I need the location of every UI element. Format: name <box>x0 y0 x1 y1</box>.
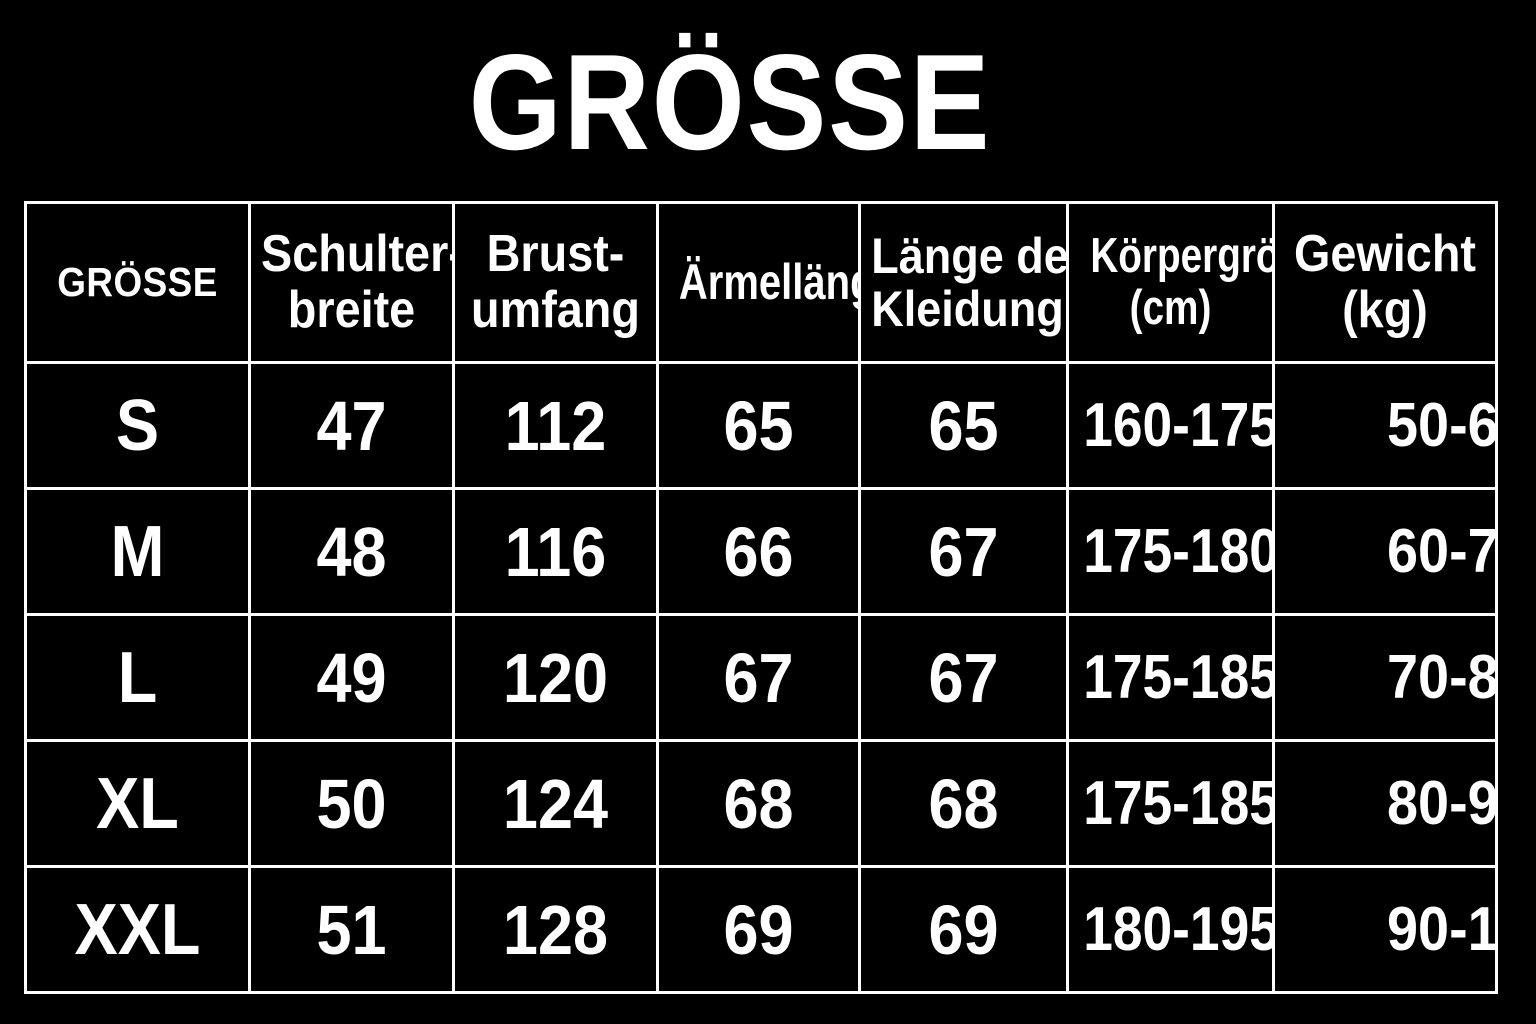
header-line: (kg) <box>1342 280 1428 339</box>
cell-body-height: 175-180 <box>1066 487 1275 616</box>
cell-value: 112 <box>504 386 607 465</box>
cell-weight: 70-80kg <box>1272 613 1498 742</box>
cell-sleeve: 69 <box>656 865 861 994</box>
table-row: L 49 120 67 67 175-185 70-80kg <box>24 613 1498 742</box>
header-cell-size: GRÖSSE <box>24 201 251 364</box>
cell-chest: 124 <box>452 739 659 868</box>
cell-sleeve: 67 <box>656 613 861 742</box>
header-cell-body-height: Körpergröße (cm) <box>1066 201 1275 364</box>
header-line: umfang <box>470 280 640 339</box>
cell-value: 47 <box>316 386 387 465</box>
header-cell-length: Länge der Kleidung <box>858 201 1069 364</box>
cell-size: L <box>24 613 251 742</box>
header-line: breite <box>287 280 416 339</box>
cell-value: S <box>115 385 160 466</box>
header-cell-chest: Brust- umfang <box>452 201 659 364</box>
header-line: Brust- <box>486 225 625 284</box>
cell-value: M <box>110 511 165 592</box>
header-line: Ärmellänge <box>678 254 857 310</box>
cell-value: 69 <box>928 890 999 969</box>
cell-weight: 90-100kg <box>1272 865 1498 994</box>
header-cell-sleeve: Ärmellänge <box>656 201 861 364</box>
cell-chest: 128 <box>452 865 659 994</box>
cell-value: XXL <box>74 889 201 970</box>
cell-value: 65 <box>723 386 794 465</box>
cell-value: 48 <box>316 512 387 591</box>
page-title: GRÖSSE <box>468 26 992 178</box>
cell-value: 124 <box>502 764 609 843</box>
cell-chest: 116 <box>452 487 659 616</box>
cell-value: 175-180 <box>1083 516 1274 586</box>
cell-shoulder: 47 <box>248 361 455 490</box>
cell-value: 68 <box>928 764 999 843</box>
cell-weight: 80-90kg <box>1272 739 1498 868</box>
cell-size: XL <box>24 739 251 868</box>
cell-shoulder: 49 <box>248 613 455 742</box>
size-chart-table: GRÖSSE Schulter- breite Brust- umfang <box>24 201 1498 994</box>
cell-value: 175-185 <box>1083 642 1274 712</box>
cell-value: 67 <box>928 638 999 717</box>
cell-length: 67 <box>858 613 1069 742</box>
cell-body-height: 160-175 <box>1066 361 1275 490</box>
cell-value: 69 <box>723 890 794 969</box>
cell-value: 50 <box>316 764 387 843</box>
cell-chest: 120 <box>452 613 659 742</box>
cell-sleeve: 68 <box>656 739 861 868</box>
table-row: S 47 112 65 65 160-175 50-60kg <box>24 361 1498 490</box>
cell-length: 68 <box>858 739 1069 868</box>
cell-weight: 50-60kg <box>1272 361 1498 490</box>
cell-value: 65 <box>928 386 999 465</box>
cell-value: 128 <box>502 890 609 969</box>
cell-value: 175-185 <box>1083 768 1274 838</box>
cell-value: 180-195 <box>1083 894 1274 964</box>
cell-chest: 112 <box>452 361 659 490</box>
header-cell-weight: Gewicht (kg) <box>1272 201 1498 364</box>
header-line: Kleidung <box>871 280 1064 337</box>
cell-size: XXL <box>24 865 251 994</box>
cell-body-height: 175-185 <box>1066 739 1275 868</box>
header-line: Länge der <box>871 227 1068 284</box>
cell-shoulder: 51 <box>248 865 455 994</box>
cell-length: 65 <box>858 361 1069 490</box>
cell-value: 120 <box>502 638 609 717</box>
cell-value: XL <box>96 763 179 844</box>
table-row: XL 50 124 68 68 175-185 80-90kg <box>24 739 1498 868</box>
cell-shoulder: 48 <box>248 487 455 616</box>
cell-value: 49 <box>316 638 387 717</box>
table-header-row: GRÖSSE Schulter- breite Brust- umfang <box>24 201 1498 364</box>
cell-value: 66 <box>723 512 794 591</box>
cell-body-height: 175-185 <box>1066 613 1275 742</box>
header-line: Gewicht <box>1293 225 1477 284</box>
header-cell-shoulder: Schulter- breite <box>248 201 455 364</box>
cell-value: 68 <box>723 764 794 843</box>
cell-value: 67 <box>723 638 794 717</box>
cell-value: 67 <box>928 512 999 591</box>
header-line: Körpergröße <box>1090 228 1270 283</box>
table-row: M 48 116 66 67 175-180 60-70kg <box>24 487 1498 616</box>
cell-value: 51 <box>316 890 387 969</box>
cell-size: S <box>24 361 251 490</box>
cell-value: 160-175 <box>1083 390 1274 460</box>
cell-sleeve: 65 <box>656 361 861 490</box>
header-line: (cm) <box>1129 280 1212 335</box>
cell-length: 67 <box>858 487 1069 616</box>
table-row: XXL 51 128 69 69 180-195 90-100kg <box>24 865 1498 994</box>
header-line: Schulter- <box>261 225 454 284</box>
cell-value: 116 <box>504 512 607 591</box>
cell-sleeve: 66 <box>656 487 861 616</box>
cell-body-height: 180-195 <box>1066 865 1275 994</box>
cell-size: M <box>24 487 251 616</box>
cell-length: 69 <box>858 865 1069 994</box>
cell-weight: 60-70kg <box>1272 487 1498 616</box>
cell-shoulder: 50 <box>248 739 455 868</box>
cell-value: L <box>117 637 158 718</box>
header-line: GRÖSSE <box>57 258 218 305</box>
